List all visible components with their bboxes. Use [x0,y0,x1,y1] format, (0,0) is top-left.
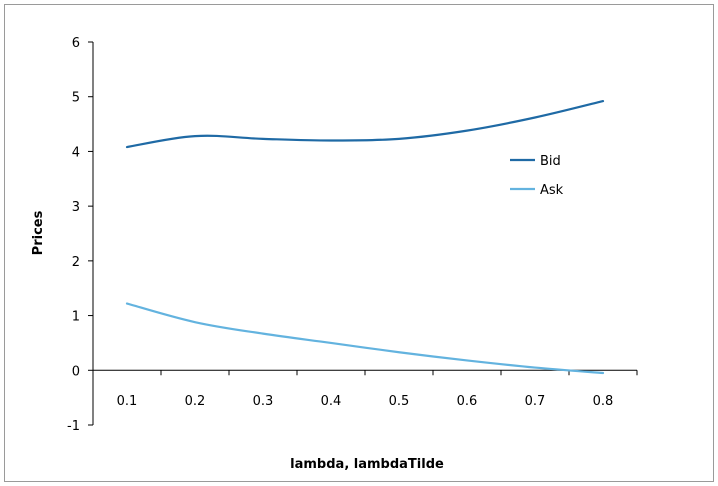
series-layer [127,101,603,373]
x-tick-label: 0.8 [593,394,614,409]
x-tick-label: 0.3 [253,394,274,409]
y-axis-title: Prices [31,210,46,255]
series-line-ask [127,304,603,373]
x-tick-label: 0.2 [185,394,206,409]
y-tick-label: -1 [67,419,80,434]
y-tick-label: 6 [72,36,80,51]
y-tick-label: 2 [72,255,80,270]
y-tick-label: 1 [72,310,80,325]
y-tick-label: 3 [72,200,80,215]
series-line-bid [127,101,603,147]
y-tick-label: 5 [72,91,80,106]
x-tick-label: 0.1 [117,394,138,409]
y-tick-label: 0 [72,364,80,379]
x-tick-label: 0.4 [321,394,342,409]
y-tick-label: 4 [72,145,80,160]
x-tick-label: 0.5 [389,394,410,409]
x-tick-label: 0.7 [525,394,546,409]
x-tick-label: 0.6 [457,394,478,409]
legend: Bid Ask [510,154,564,198]
x-axis-title: lambda, lambdaTilde [290,457,444,472]
legend-label-bid: Bid [540,154,561,169]
axes: -1 0 1 2 3 4 5 6 0.1 0.2 0.3 0.4 0.5 0.6 0.7 0.8 [67,36,637,434]
legend-label-ask: Ask [540,183,564,198]
